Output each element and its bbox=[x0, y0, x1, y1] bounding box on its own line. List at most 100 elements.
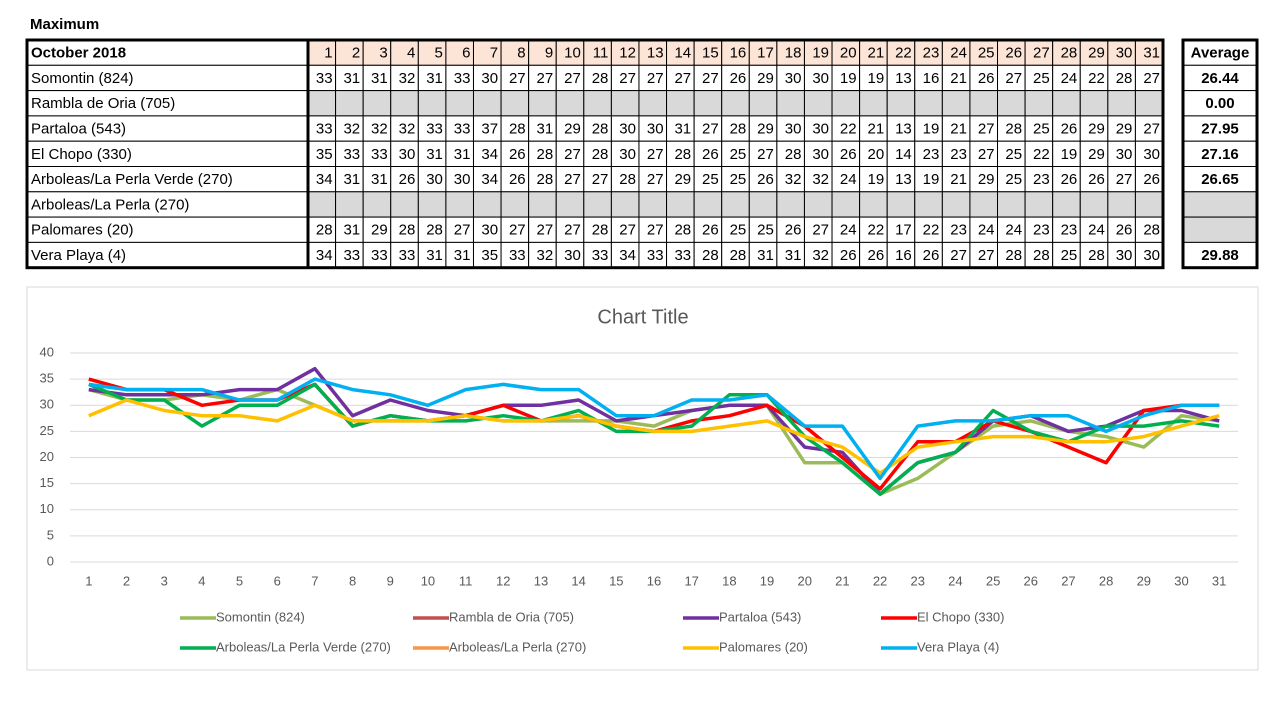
value: 28 bbox=[674, 146, 691, 163]
value-cell bbox=[610, 90, 640, 117]
value: 21 bbox=[950, 171, 967, 188]
value: 32 bbox=[785, 171, 802, 188]
day-header-cell bbox=[417, 39, 447, 66]
value: 23 bbox=[1033, 171, 1050, 188]
value-cell bbox=[1024, 191, 1054, 218]
value: 33 bbox=[647, 247, 664, 264]
value: 26 bbox=[1116, 222, 1133, 239]
value: 28 bbox=[592, 70, 609, 87]
value-cell bbox=[1079, 241, 1109, 269]
value-cell bbox=[362, 90, 392, 117]
series-line bbox=[88, 398, 1220, 475]
value: 31 bbox=[674, 121, 691, 138]
value: 28 bbox=[730, 247, 747, 264]
value: 27 bbox=[702, 121, 719, 138]
x-tick-label: 18 bbox=[722, 573, 736, 588]
value: 30 bbox=[1116, 247, 1133, 264]
x-tick-label: 20 bbox=[797, 573, 811, 588]
value-cell bbox=[721, 241, 750, 269]
value-cell bbox=[528, 241, 557, 269]
value: 28 bbox=[730, 121, 747, 138]
value-cell bbox=[472, 191, 502, 218]
value: 27 bbox=[454, 222, 471, 239]
value-cell bbox=[1079, 90, 1109, 117]
value: 29 bbox=[1116, 121, 1133, 138]
value-cell bbox=[638, 90, 668, 117]
value: 24 bbox=[840, 171, 857, 188]
value: 32 bbox=[399, 121, 416, 138]
value-cell bbox=[776, 115, 805, 142]
value: 33 bbox=[371, 146, 388, 163]
day-header: 5 bbox=[435, 45, 443, 62]
value: 30 bbox=[812, 146, 829, 163]
value: 31 bbox=[343, 171, 360, 188]
day-header: 13 bbox=[647, 45, 664, 62]
value: 20 bbox=[868, 146, 885, 163]
day-header: 20 bbox=[840, 45, 857, 62]
value-cell bbox=[1079, 140, 1109, 167]
day-header-cell bbox=[721, 39, 750, 66]
day-header: 25 bbox=[978, 45, 995, 62]
average-cell bbox=[1182, 64, 1258, 92]
value: 30 bbox=[481, 70, 498, 87]
value-cell bbox=[721, 115, 750, 142]
x-tick-label: 12 bbox=[496, 573, 510, 588]
value-cell bbox=[803, 216, 833, 243]
value: 13 bbox=[895, 70, 912, 87]
y-tick-label: 10 bbox=[40, 501, 54, 516]
value: 26 bbox=[757, 171, 774, 188]
value-cell bbox=[831, 90, 861, 117]
value-cell bbox=[803, 115, 833, 142]
value-cell bbox=[1134, 241, 1164, 269]
value: 28 bbox=[1033, 247, 1050, 264]
value-cell bbox=[859, 64, 888, 92]
value: 28 bbox=[619, 171, 636, 188]
day-header: 9 bbox=[545, 45, 553, 62]
value: 23 bbox=[1033, 222, 1050, 239]
value: 29 bbox=[674, 171, 691, 188]
day-header: 11 bbox=[593, 45, 609, 62]
value-cell bbox=[1107, 90, 1136, 117]
value: 19 bbox=[868, 171, 885, 188]
value-cell bbox=[776, 191, 805, 218]
value-cell bbox=[1107, 64, 1136, 92]
value: 25 bbox=[757, 222, 774, 239]
day-header: 15 bbox=[702, 45, 719, 62]
value-cell bbox=[583, 90, 612, 117]
value-cell bbox=[638, 216, 668, 243]
day-header: 1 bbox=[324, 45, 332, 62]
x-tick-label: 3 bbox=[161, 573, 168, 588]
value-cell bbox=[693, 191, 723, 218]
value: 31 bbox=[454, 247, 471, 264]
value: 30 bbox=[1116, 146, 1133, 163]
value-cell bbox=[335, 140, 364, 167]
average-cell bbox=[1182, 140, 1258, 167]
station-cell bbox=[26, 191, 309, 218]
value-cell bbox=[693, 166, 723, 193]
y-tick-label: 0 bbox=[47, 553, 54, 568]
value: 28 bbox=[1088, 247, 1105, 264]
value: 35 bbox=[481, 247, 498, 264]
value-cell bbox=[638, 191, 668, 218]
value: 27 bbox=[674, 70, 691, 87]
value-cell bbox=[859, 90, 888, 117]
value: 34 bbox=[316, 247, 333, 264]
value-cell bbox=[583, 241, 612, 269]
value: 25 bbox=[702, 171, 719, 188]
x-tick-label: 24 bbox=[948, 573, 962, 588]
station-name: Arboleas/La Perla Verde (270) bbox=[31, 171, 233, 188]
value-cell bbox=[390, 90, 419, 117]
value: 25 bbox=[1061, 247, 1078, 264]
average: 0.00 bbox=[1205, 95, 1234, 112]
value: 16 bbox=[895, 247, 912, 264]
value-cell bbox=[831, 166, 861, 193]
value: 31 bbox=[537, 121, 554, 138]
legend-label: Partaloa (543) bbox=[719, 609, 801, 624]
value: 24 bbox=[1005, 222, 1022, 239]
value: 28 bbox=[592, 222, 609, 239]
value-cell bbox=[555, 241, 585, 269]
value: 27 bbox=[619, 70, 636, 87]
average: 26.44 bbox=[1201, 70, 1239, 87]
value-cell bbox=[500, 64, 530, 92]
value-cell bbox=[610, 216, 640, 243]
